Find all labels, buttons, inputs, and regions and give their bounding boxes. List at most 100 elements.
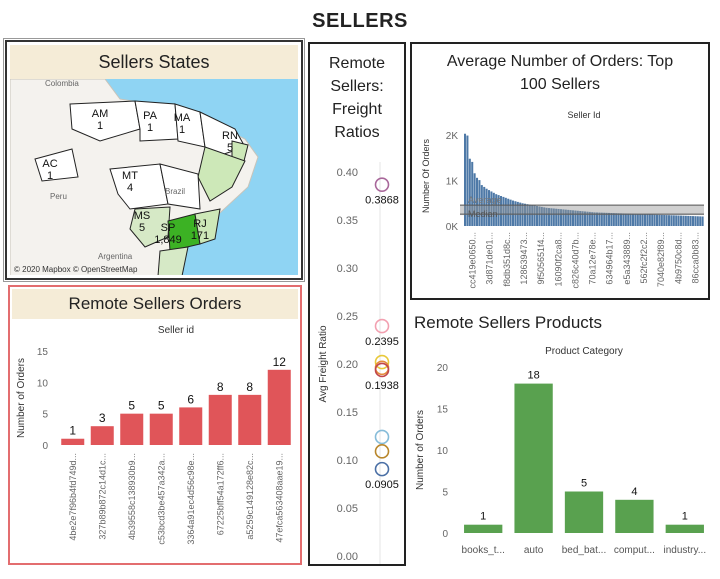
avg-bar (632, 213, 635, 226)
remote-sellers-orders-chart[interactable]: Seller id Number of Orders 0 5 10 15 1 4be2e7f9… (10, 319, 300, 563)
state-PR (157, 246, 189, 275)
avg-bar (699, 216, 702, 226)
avg-bar (641, 214, 644, 226)
rso-data-label: 8 (246, 380, 253, 394)
avg-x-tick-label: 4b9750c8d... (673, 232, 683, 284)
avg-orders-chart[interactable]: Seller Id Number Of Orders 0K 1K 2K Average Me… (412, 44, 708, 298)
avg-bar (660, 214, 663, 226)
avg-bar (687, 215, 690, 226)
rso-y-tick-label: 0 (42, 441, 48, 452)
map-svg[interactable]: Colombia Peru Brazil Argentina AM1PA1MA1… (10, 79, 298, 275)
rso-x-tick-label: 327b89b872c14d1c... (97, 453, 107, 540)
map-state-code-RJ: RJ (193, 218, 206, 230)
rsp-bar (665, 524, 704, 533)
avg-bar (464, 133, 467, 226)
rso-data-label: 1 (69, 424, 76, 438)
avg-bar (497, 195, 500, 226)
rsp-data-label: 1 (682, 511, 688, 523)
rso-x-tick-label: 4be2e7f96b4fd749d... (68, 453, 78, 541)
state-PA[interactable] (134, 100, 179, 142)
rsp-x-tick-label: bed_bat... (562, 545, 606, 556)
rsp-y-tick-label: 5 (442, 488, 448, 499)
avg-bar (608, 212, 611, 226)
map-state-count-MS: 5 (139, 222, 145, 234)
map-state-code-PA: PA (143, 110, 158, 122)
avg-bar (610, 213, 613, 226)
avg-bar (572, 210, 575, 226)
rsp-y-tick-label: 0 (442, 529, 448, 540)
rsp-y-axis-label: Number of Orders (415, 410, 426, 490)
rso-bar (267, 369, 291, 445)
rsp-x-tick-label: industry... (663, 545, 706, 556)
map-state-count-SP: 1,849 (154, 234, 182, 246)
avg-chart-title: Seller Id (567, 110, 600, 120)
freight-point (374, 429, 390, 445)
rso-data-label: 6 (187, 392, 194, 406)
avg-bar (627, 213, 630, 226)
rsp-y-tick-label: 10 (437, 446, 449, 457)
state-MT[interactable] (109, 163, 169, 210)
avg-bar (639, 214, 642, 226)
freight-data-label: 0.1938 (365, 380, 399, 392)
avg-bar (504, 197, 507, 226)
avg-x-tick-label: 3d871de01... (485, 232, 495, 285)
avg-bar (636, 214, 639, 226)
avg-bar (548, 208, 551, 226)
avg-bar (576, 210, 579, 226)
freight-data-label: 0.2395 (365, 336, 399, 348)
avg-x-tick-label: f8db351d8c... (502, 232, 512, 287)
avg-bar (473, 173, 476, 226)
map-state-code-MT: MT (122, 170, 138, 182)
rso-x-tick-label: 67225bff54a172ff6... (215, 453, 225, 535)
avg-bar (653, 214, 656, 226)
state-RJ[interactable] (194, 208, 221, 245)
avg-bar (471, 161, 474, 226)
avg-bar (629, 213, 632, 226)
avg-bar (648, 214, 651, 226)
avg-y-tick-label: 2K (446, 131, 459, 142)
rsp-bar (464, 524, 503, 533)
map-attribution: © 2020 Mapbox © OpenStreetMap (14, 265, 138, 274)
rso-data-label: 3 (99, 411, 106, 425)
rsp-data-label: 5 (581, 478, 587, 490)
avg-bar (680, 215, 683, 226)
avg-x-tick-label: 562fc2f2c2... (639, 232, 649, 284)
avg-bar (545, 207, 548, 226)
state-BA-MG (197, 146, 246, 202)
rso-x-tick-label: a5259c149128e82c... (245, 453, 255, 540)
avg-bar (584, 211, 587, 226)
sellers-states-map[interactable]: Colombia Peru Brazil Argentina AM 1 PA 1 MA 1… (10, 79, 298, 275)
map-state-code-MS: MS (134, 210, 151, 222)
rso-data-label: 5 (158, 399, 165, 413)
avg-bar (622, 213, 625, 226)
rso-y-tick-label: 10 (37, 378, 49, 389)
avg-x-tick-label: 634964b17... (605, 232, 615, 285)
rso-bar (120, 413, 144, 445)
rsp-chart-title: Product Category (545, 346, 623, 357)
rsp-bar (514, 383, 553, 533)
avg-bar (682, 215, 685, 226)
avg-bar (567, 209, 570, 226)
avg-bar (512, 200, 515, 226)
state-MS[interactable] (129, 206, 171, 248)
freight-ratios-chart[interactable]: Avg Freight Ratio 0.00 0.05 0.10 0.15 0.20 0.2… (310, 44, 404, 564)
avg-bar (488, 190, 491, 226)
avg-bar (677, 215, 680, 226)
freight-point (374, 444, 390, 459)
rso-data-label: 12 (273, 355, 287, 369)
remote-sellers-orders-title: Remote Sellers Orders (12, 289, 298, 319)
rso-x-tick-label: 3364a91ec4d56c98e... (186, 453, 196, 545)
state-AC[interactable] (34, 148, 79, 182)
map-state-code-AC: AC (42, 158, 57, 170)
map-country-label: Peru (50, 192, 67, 201)
freight-data-label: 0.0905 (365, 479, 399, 491)
avg-bar (574, 210, 577, 226)
state-AM[interactable] (69, 100, 141, 142)
avg-bar (526, 204, 529, 226)
avg-bar (617, 213, 620, 226)
avg-bar (569, 210, 572, 226)
map-state-count-AC: 1 (47, 170, 53, 182)
avg-bar (689, 216, 692, 226)
avg-bar (646, 214, 649, 226)
